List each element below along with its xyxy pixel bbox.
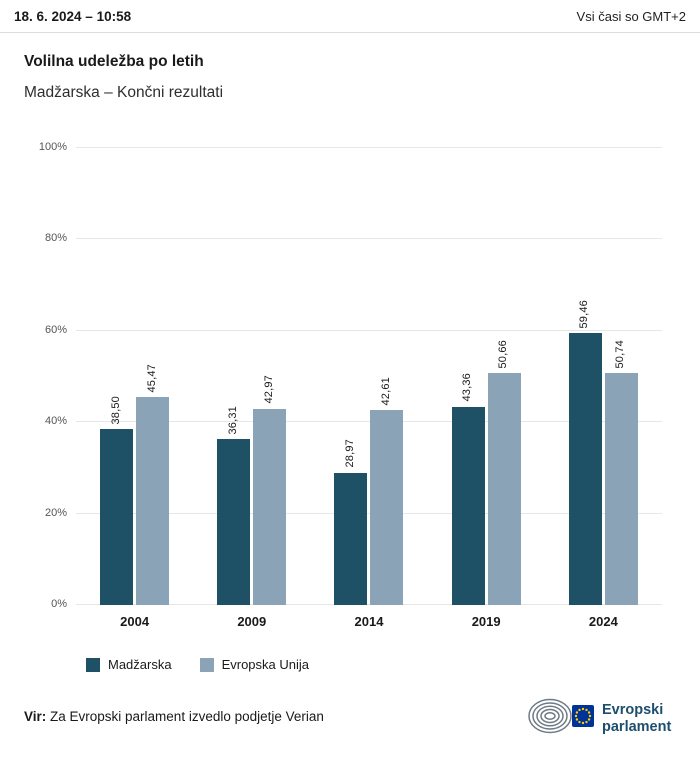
bar-value-label: 45,47	[145, 363, 158, 393]
bar-value-label: 50,74	[614, 339, 627, 369]
bar-mad-arska-2009: 36,31	[217, 406, 251, 605]
gridline: 100%	[39, 141, 662, 153]
gridline: 80%	[45, 232, 662, 244]
bar-mad-arska-2004: 38,50	[100, 396, 134, 605]
eu-flag-icon	[572, 705, 594, 727]
gridline: 20%	[45, 507, 662, 519]
x-axis-label: 2024	[588, 614, 618, 629]
bar-mad-arska-2019: 43,36	[451, 373, 485, 605]
footer: Vir: Za Evropski parlament izvedlo podje…	[0, 692, 700, 740]
bar-group-2009: 36,31 42,97 2009	[217, 148, 287, 629]
european-parliament-logo: Evropski parlament	[528, 698, 671, 735]
page-title: Volilna udeležba po letih	[24, 53, 204, 70]
bar-value-label: 28,97	[343, 439, 356, 468]
bar-value-label: 38,50	[109, 395, 122, 425]
bar-evropska-unija-2024: 50,74	[604, 340, 638, 605]
bar-value-label: 42,97	[262, 375, 275, 404]
bar-evropska-unija-2004: 45,47	[136, 364, 170, 605]
bar-evropska-unija-2014: 42,61	[370, 377, 404, 605]
legend-swatch	[86, 657, 100, 672]
bar-value-label: 59,46	[578, 299, 591, 329]
y-tick-label: 20%	[44, 506, 67, 519]
bar-groups: 38,50 45,47 2004 36,31 42,97 2009 28,97 42,61 20…	[76, 148, 662, 629]
logo-text-line2: parlament	[602, 719, 671, 735]
bar-value-label: 50,66	[497, 339, 510, 369]
bar-value-label: 42,61	[379, 376, 392, 406]
chart-subtitle: Madžarska – Končni rezultati	[24, 84, 224, 101]
y-tick-label: 60%	[44, 323, 67, 336]
bar-evropska-unija-2019: 50,66	[487, 340, 521, 605]
hemicycle-icon	[528, 698, 572, 734]
legend-item-mad-arska: Madžarska	[86, 657, 172, 672]
legend-label: Madžarska	[108, 657, 172, 672]
legend-swatch	[199, 657, 214, 672]
x-axis-label: 2019	[471, 614, 501, 629]
source-note: Vir: Za Evropski parlament izvedlo podje…	[24, 709, 324, 724]
x-axis-label: 2004	[120, 614, 150, 629]
legend-item-evropska-unija: Evropska Unija	[199, 657, 310, 672]
x-axis-label: 2014	[354, 614, 384, 629]
legend: Madžarska Evropska Unija	[86, 657, 700, 672]
y-tick-label: 80%	[44, 232, 67, 245]
logo-text-line1: Evropski	[602, 702, 663, 718]
gridline: 0%	[51, 598, 662, 610]
bar-mad-arska-2024: 59,46	[568, 300, 602, 605]
plot-area: 0% 20% 40% 60% 80% 100% 38,50 45,47 2004 36,31 42,…	[39, 141, 662, 629]
bar-group-2014: 28,97 42,61 2014	[334, 148, 404, 629]
legend-label: Evropska Unija	[221, 657, 310, 672]
bar-value-label: 36,31	[226, 405, 239, 435]
datetime-label: 18. 6. 2024 – 10:58	[14, 9, 132, 24]
source-label: Vir:	[24, 708, 47, 724]
bar-mad-arska-2014: 28,97	[334, 439, 368, 605]
bar-group-2004: 38,50 45,47 2004	[100, 148, 170, 629]
x-axis-label: 2009	[237, 614, 267, 629]
bar-value-label: 43,36	[461, 373, 474, 402]
y-tick-label: 100%	[38, 141, 67, 153]
gridline: 40%	[45, 415, 662, 427]
timezone-note: Vsi časi so GMT+2	[576, 9, 686, 24]
title-section: Volilna udeležba po letih Madžarska – Ko…	[0, 33, 700, 102]
y-tick-label: 40%	[44, 415, 67, 428]
bar-group-2024: 59,46 50,74 2024	[568, 148, 638, 629]
gridline: 60%	[45, 324, 662, 336]
bar-group-2019: 43,36 50,66 2019	[451, 148, 521, 629]
source-text: Za Evropski parlament izvedlo podjetje V…	[46, 708, 324, 724]
chart-area: 0% 20% 40% 60% 80% 100% 38,50 45,47 2004 36,31 42,…	[39, 141, 662, 629]
y-tick-label: 0%	[51, 598, 67, 610]
top-bar: 18. 6. 2024 – 10:58 Vsi časi so GMT+2	[0, 0, 700, 33]
bar-evropska-unija-2009: 42,97	[253, 375, 287, 605]
